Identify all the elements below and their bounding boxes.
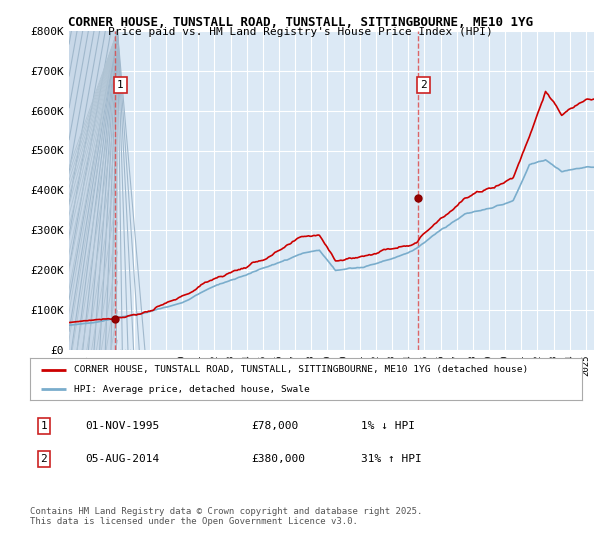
Text: 1: 1 — [117, 80, 124, 90]
Text: 2: 2 — [420, 80, 427, 90]
Text: £78,000: £78,000 — [251, 421, 298, 431]
Text: 31% ↑ HPI: 31% ↑ HPI — [361, 454, 422, 464]
Text: HPI: Average price, detached house, Swale: HPI: Average price, detached house, Swal… — [74, 385, 310, 394]
Text: 05-AUG-2014: 05-AUG-2014 — [85, 454, 160, 464]
Text: 01-NOV-1995: 01-NOV-1995 — [85, 421, 160, 431]
Text: Price paid vs. HM Land Registry's House Price Index (HPI): Price paid vs. HM Land Registry's House … — [107, 27, 493, 37]
Bar — [69, 31, 118, 350]
Text: 1: 1 — [40, 421, 47, 431]
Text: 1% ↓ HPI: 1% ↓ HPI — [361, 421, 415, 431]
Text: CORNER HOUSE, TUNSTALL ROAD, TUNSTALL, SITTINGBOURNE, ME10 1YG (detached house): CORNER HOUSE, TUNSTALL ROAD, TUNSTALL, S… — [74, 365, 529, 374]
Text: CORNER HOUSE, TUNSTALL ROAD, TUNSTALL, SITTINGBOURNE, ME10 1YG: CORNER HOUSE, TUNSTALL ROAD, TUNSTALL, S… — [67, 16, 533, 29]
Text: £380,000: £380,000 — [251, 454, 305, 464]
Text: 2: 2 — [40, 454, 47, 464]
Text: Contains HM Land Registry data © Crown copyright and database right 2025.
This d: Contains HM Land Registry data © Crown c… — [30, 507, 422, 526]
